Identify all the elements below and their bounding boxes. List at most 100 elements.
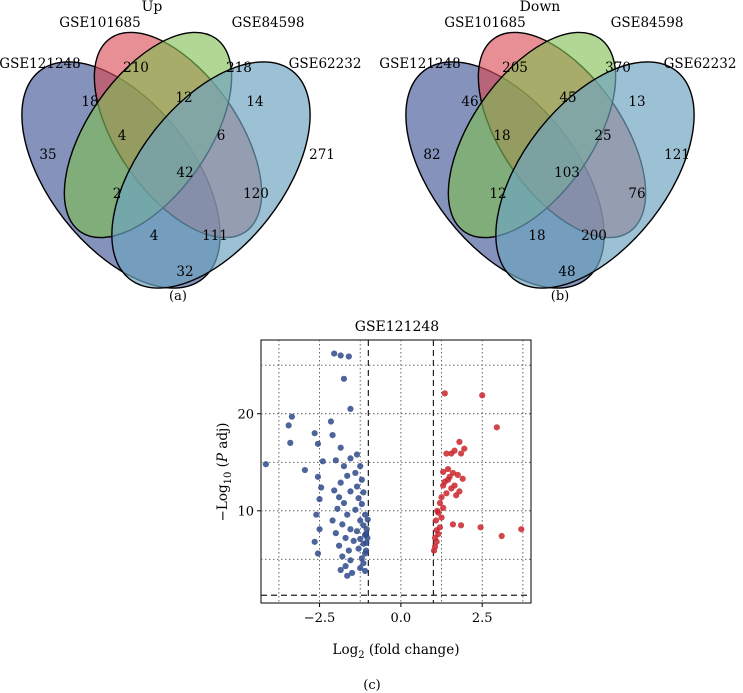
down-regulated-point bbox=[345, 547, 352, 554]
x-axis-label: Log2 (fold change) bbox=[333, 642, 460, 661]
venn-up-label-gse121248: GSE121248 bbox=[0, 56, 81, 72]
down-regulated-point bbox=[347, 405, 354, 413]
venn-down-count: 103 bbox=[554, 165, 580, 181]
down-regulated-point bbox=[352, 506, 359, 513]
venn-up-count: 2 bbox=[113, 186, 122, 202]
venn-up-count: 120 bbox=[243, 186, 269, 202]
down-regulated-point bbox=[331, 350, 338, 357]
down-regulated-point bbox=[327, 418, 335, 425]
venn-up-label-gse84598: GSE84598 bbox=[232, 15, 305, 31]
up-regulated-point bbox=[518, 526, 525, 533]
threshold-lines bbox=[261, 340, 531, 603]
down-regulated-point bbox=[342, 534, 349, 542]
down-regulated-point bbox=[285, 422, 292, 429]
down-regulated-point bbox=[337, 352, 344, 359]
venn-down-count: 45 bbox=[559, 90, 576, 106]
down-regulated-point bbox=[353, 528, 361, 535]
panel-label-a: (a) bbox=[169, 289, 187, 304]
venn-down-label-gse62232: GSE62232 bbox=[664, 56, 737, 72]
down-regulated-point bbox=[361, 511, 369, 518]
down-regulated-point bbox=[348, 569, 356, 577]
y-axis-label-mid: ( bbox=[215, 462, 231, 472]
down-regulated-point bbox=[342, 563, 349, 570]
up-regulated-point bbox=[430, 547, 438, 554]
x-axis-label-rest: (fold change) bbox=[365, 642, 460, 658]
venn-down-set-gse62232 bbox=[495, 61, 695, 289]
down-regulated-point bbox=[347, 526, 354, 533]
venn-down: Down GSE101685 GSE84598 GSE121248 GSE622… bbox=[379, 0, 737, 304]
up-regulated-point bbox=[432, 517, 440, 524]
up-regulated-point bbox=[454, 471, 461, 478]
down-regulated-point bbox=[363, 539, 370, 546]
y-axis-label-subscript: 10 bbox=[223, 472, 234, 485]
venn-down-count: 18 bbox=[528, 228, 545, 244]
up-regulated-point bbox=[479, 392, 486, 399]
venn-down-count: 200 bbox=[581, 228, 607, 244]
venn-down-count: 12 bbox=[489, 186, 506, 202]
plot-frame bbox=[260, 339, 532, 604]
down-regulated-point bbox=[358, 555, 365, 562]
down-regulated-point bbox=[329, 517, 336, 524]
down-regulated-point bbox=[364, 534, 371, 542]
down-regulated-point bbox=[337, 566, 344, 574]
venn-down-count: 82 bbox=[423, 147, 440, 163]
up-regulated-point bbox=[453, 492, 460, 499]
down-regulated-point bbox=[340, 463, 348, 470]
x-tick-label: 0.0 bbox=[391, 611, 412, 626]
up-regulated-point bbox=[449, 521, 457, 528]
venn-down-label-gse121248: GSE121248 bbox=[379, 56, 460, 72]
venn-down-count: 48 bbox=[558, 264, 575, 280]
x-axis-label-subscript: 2 bbox=[358, 650, 364, 661]
down-regulated-point bbox=[344, 511, 351, 518]
down-regulated-point bbox=[339, 553, 346, 560]
up-regulated-point bbox=[448, 450, 455, 457]
down-regulated-point bbox=[353, 483, 361, 490]
down-regulated-point bbox=[313, 511, 320, 518]
down-regulated-point bbox=[347, 455, 354, 462]
up-regulated-point bbox=[444, 476, 452, 483]
x-axis-ticks: −2.5 0.0 2.5 bbox=[304, 603, 493, 626]
up-regulated-point bbox=[448, 485, 455, 492]
up-regulated-point bbox=[498, 532, 505, 540]
down-regulated-point bbox=[358, 476, 365, 483]
venn-up: Up GSE101685 GSE84598 GSE121248 GSE62232… bbox=[0, 0, 361, 304]
data-points bbox=[262, 350, 525, 579]
down-regulated-point bbox=[360, 560, 367, 567]
y-axis-label-prefix: −Log bbox=[215, 484, 231, 521]
down-regulated-point bbox=[347, 488, 354, 495]
venn-up-count: 4 bbox=[150, 228, 159, 244]
up-regulated-point bbox=[457, 522, 465, 529]
up-regulated-point bbox=[444, 465, 452, 473]
down-regulated-point bbox=[363, 526, 370, 533]
down-regulated-point bbox=[344, 572, 351, 579]
down-regulated-point bbox=[318, 484, 325, 491]
down-regulated-point bbox=[353, 451, 361, 458]
up-regulated-point bbox=[433, 538, 440, 545]
down-regulated-point bbox=[311, 538, 318, 545]
down-regulated-point bbox=[287, 439, 294, 446]
venn-down-count: 25 bbox=[594, 128, 611, 144]
down-regulated-point bbox=[344, 472, 351, 479]
venn-up-count: 35 bbox=[39, 147, 56, 163]
venn-up-count: 6 bbox=[217, 128, 226, 144]
down-regulated-point bbox=[352, 469, 359, 477]
down-regulated-point bbox=[311, 430, 318, 437]
venn-down-count: 18 bbox=[493, 128, 510, 144]
up-regulated-point bbox=[436, 499, 444, 507]
up-regulated-point bbox=[461, 445, 468, 452]
y-axis-label-rest: adj) bbox=[215, 423, 231, 453]
venn-up-set-gse62232 bbox=[111, 61, 311, 289]
down-regulated-point bbox=[361, 567, 369, 575]
down-regulated-point bbox=[350, 537, 357, 544]
venn-down-count: 46 bbox=[461, 94, 478, 110]
down-regulated-point bbox=[357, 564, 364, 572]
venn-up-label-gse101685: GSE101685 bbox=[59, 15, 140, 31]
down-regulated-point bbox=[314, 440, 322, 447]
down-regulated-point bbox=[331, 487, 338, 494]
down-regulated-point bbox=[316, 496, 323, 503]
venn-up-count: 210 bbox=[123, 60, 149, 76]
down-regulated-point bbox=[347, 557, 354, 564]
venn-down-label-gse84598: GSE84598 bbox=[611, 15, 684, 31]
panel-label-c: (c) bbox=[363, 678, 380, 693]
